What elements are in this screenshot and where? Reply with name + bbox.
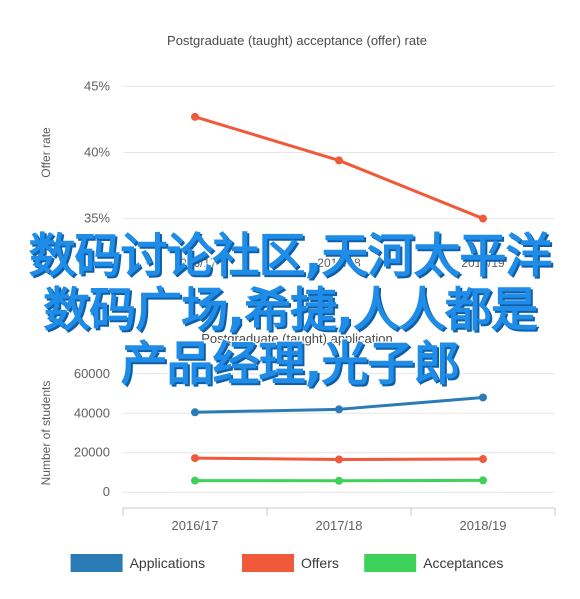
data-point bbox=[191, 476, 199, 485]
y-axis-label: Offer rate bbox=[39, 127, 53, 178]
legend-label: Acceptances bbox=[423, 555, 503, 571]
y-tick-label: 40000 bbox=[74, 405, 110, 420]
data-point bbox=[335, 156, 343, 165]
data-point bbox=[479, 214, 487, 223]
y-tick-label: 0 bbox=[103, 484, 110, 499]
chart-title: Postgraduate (taught) acceptance (offer)… bbox=[167, 33, 427, 48]
data-point bbox=[191, 408, 199, 417]
y-tick-label: 40% bbox=[84, 145, 110, 160]
data-point bbox=[479, 455, 487, 464]
legend-label: Applications bbox=[130, 555, 206, 571]
x-tick-label: 2017/18 bbox=[317, 256, 361, 270]
data-point bbox=[335, 455, 343, 464]
data-point bbox=[191, 112, 199, 121]
overlay-line: 数码讨论社区,天河太平洋 bbox=[28, 229, 553, 284]
data-point bbox=[335, 476, 343, 485]
y-tick-label: 60000 bbox=[74, 366, 110, 381]
data-point bbox=[335, 405, 343, 414]
x-tick-label: 2016/17 bbox=[173, 256, 217, 270]
legend-swatch bbox=[242, 554, 294, 572]
overlay-line: 数码广场,希捷,人人都是 bbox=[43, 283, 538, 338]
chart-title: Postgraduate (taught) application bbox=[201, 331, 393, 346]
legend-label: Offers bbox=[301, 555, 339, 571]
data-point bbox=[479, 476, 487, 485]
watermark-overlay: 数码讨论社区,天河太平洋 数码广场,希捷,人人都是 产品经理,光子郎 bbox=[0, 230, 580, 392]
x-tick-label: 2018/19 bbox=[461, 256, 505, 270]
legend-swatch bbox=[364, 554, 417, 572]
y-tick-label: 35% bbox=[84, 211, 110, 226]
data-point bbox=[479, 393, 487, 402]
data-point bbox=[191, 454, 199, 463]
x-tick-label: 2016/17 bbox=[172, 518, 219, 533]
x-tick-label: 2017/18 bbox=[316, 518, 363, 533]
overlay-line: 产品经理,光子郎 bbox=[120, 337, 461, 392]
series-line-0 bbox=[193, 115, 485, 221]
y-axis-label: Number of students bbox=[39, 381, 53, 486]
y-tick-label: 20000 bbox=[74, 445, 110, 460]
x-tick-label: 2018/19 bbox=[460, 518, 507, 533]
y-tick-label: 45% bbox=[84, 78, 110, 93]
legend-swatch bbox=[70, 554, 123, 572]
